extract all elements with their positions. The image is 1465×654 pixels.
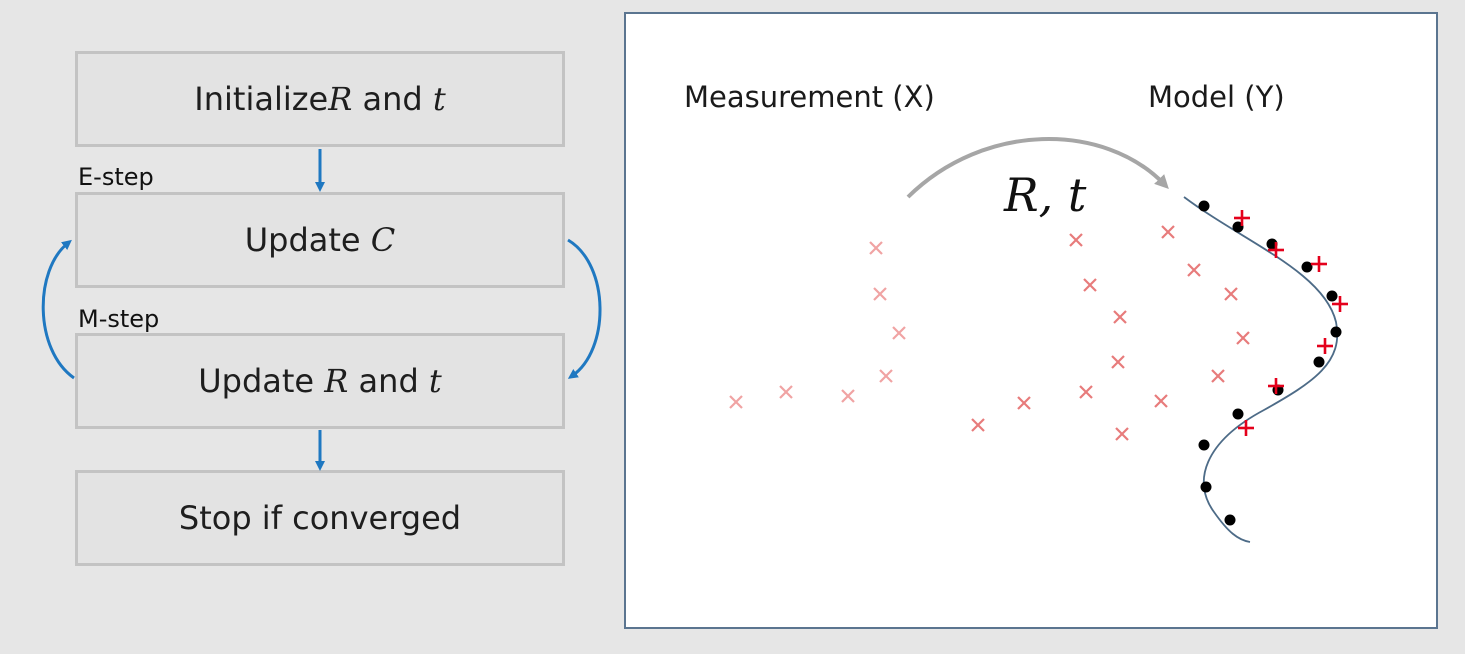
model-point — [1326, 290, 1338, 302]
initialize-var-r: R — [328, 80, 353, 118]
flow-arrows — [41, 149, 602, 471]
update-rt-prefix: Update — [198, 362, 325, 400]
model-point — [1330, 326, 1342, 338]
model-point — [1198, 439, 1210, 451]
transform-label: R, t — [1004, 168, 1087, 222]
model-point — [1198, 200, 1210, 212]
measurement-marker — [892, 326, 906, 340]
intermediate-marker — [971, 418, 985, 432]
model-point — [1301, 261, 1313, 273]
registration-panel — [624, 12, 1438, 629]
measurement-marker — [729, 395, 743, 409]
intermediate-marker — [1211, 369, 1225, 383]
aligned-marker — [1238, 420, 1254, 436]
intermediate-marker — [1154, 394, 1168, 408]
markers-group — [729, 200, 1348, 526]
update-rt-var-r: R — [324, 362, 349, 400]
stop-box: Stop if converged — [75, 470, 565, 566]
model-point — [1232, 408, 1244, 420]
intermediate-marker — [1113, 310, 1127, 324]
intermediate-marker — [1187, 263, 1201, 277]
measurement-label: Measurement (X) — [684, 80, 935, 114]
initialize-prefix: Initialize — [194, 80, 329, 118]
m-step-label: M-step — [78, 305, 160, 333]
model-point — [1313, 356, 1325, 368]
intermediate-marker — [1017, 396, 1031, 410]
intermediate-marker — [1111, 355, 1125, 369]
stop-text: Stop if converged — [178, 499, 462, 537]
initialize-var-t: t — [432, 80, 446, 118]
aligned-marker — [1317, 338, 1333, 354]
aligned-marker — [1268, 242, 1284, 258]
aligned-marker — [1332, 296, 1348, 312]
intermediate-marker — [1161, 225, 1175, 239]
measurement-marker — [869, 241, 883, 255]
update-rt-var-t: t — [428, 362, 442, 400]
measurement-marker — [779, 385, 793, 399]
update-c-prefix: Update — [244, 221, 371, 259]
update-rt-box: Update R and t — [75, 333, 565, 429]
e-step-label: E-step — [78, 163, 154, 191]
update-c-var: C — [370, 221, 396, 259]
intermediate-marker — [1069, 233, 1083, 247]
model-curve — [1183, 196, 1339, 543]
intermediate-marker — [1115, 427, 1129, 441]
model-point — [1224, 514, 1236, 526]
initialize-and: and — [352, 80, 433, 118]
intermediate-marker — [1224, 287, 1238, 301]
aligned-marker — [1311, 256, 1327, 272]
intermediate-marker — [1236, 331, 1250, 345]
loop-arrow-left — [41, 239, 75, 380]
loop-arrow-right — [567, 238, 602, 379]
intermediate-marker — [1083, 278, 1097, 292]
aligned-marker — [1234, 210, 1250, 226]
measurement-marker — [841, 389, 855, 403]
measurement-marker — [873, 287, 887, 301]
update-rt-and: and — [348, 362, 429, 400]
transform-arrow — [906, 137, 1169, 199]
intermediate-marker — [1079, 385, 1093, 399]
model-point — [1200, 481, 1212, 493]
registration-plot — [729, 137, 1348, 543]
aligned-marker — [1268, 378, 1284, 394]
model-label: Model (Y) — [1148, 80, 1285, 114]
update-c-box: Update C — [75, 192, 565, 288]
measurement-marker — [879, 369, 893, 383]
initialize-box: Initialize R and t — [75, 51, 565, 147]
